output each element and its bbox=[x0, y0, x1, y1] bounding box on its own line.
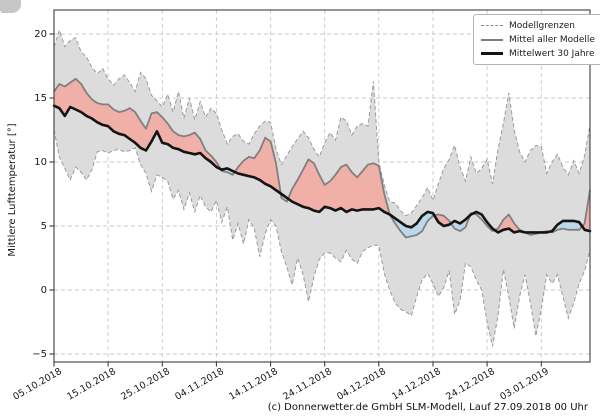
mean-above-climate-fill bbox=[288, 159, 390, 215]
climate-mean-line bbox=[52, 104, 592, 234]
mean-above-climate-fill bbox=[54, 78, 221, 170]
y-axis-label: Mittlere Lufttemperatur [°] bbox=[7, 123, 18, 257]
dashed-line-sample-icon bbox=[481, 25, 503, 26]
plot-border bbox=[53, 9, 591, 363]
legend-label: Modellgrenzen bbox=[509, 20, 575, 31]
legend-entry-mittelwert-30-jahre: Mittelwert 30 Jahre bbox=[481, 48, 595, 59]
y-tick-label: 20 bbox=[34, 28, 47, 40]
legend-entry-modellgrenzen: Modellgrenzen bbox=[481, 20, 595, 31]
model-mean-line bbox=[53, 77, 591, 239]
legend: Modellgrenzen Mittel aller Modelle Mitte… bbox=[473, 14, 600, 65]
mean-above-climate-fill bbox=[434, 214, 451, 226]
legend-label: Mittelwert 30 Jahre bbox=[509, 48, 595, 59]
copyright-caption: (c) Donnerwetter.de GmbH SLM-Modell, Lau… bbox=[267, 402, 588, 413]
lower-model-bound-line bbox=[53, 129, 591, 347]
legend-label: Mittel aller Modelle bbox=[509, 34, 595, 45]
black-line-sample-icon bbox=[481, 52, 503, 55]
y-tick-label: 5 bbox=[40, 220, 47, 232]
y-tick-label: 0 bbox=[40, 284, 47, 296]
y-tick-label: −5 bbox=[32, 348, 47, 360]
legend-entry-mittel-aller-modelle: Mittel aller Modelle bbox=[481, 34, 595, 45]
screenshot-artifact bbox=[0, 0, 21, 13]
mean-above-climate-fill bbox=[582, 190, 590, 232]
mean-above-climate-fill bbox=[234, 137, 281, 194]
y-tick-label: 10 bbox=[34, 156, 47, 168]
upper-model-bound-line bbox=[53, 28, 591, 217]
gray-line-sample-icon bbox=[481, 38, 503, 41]
y-tick-label: 15 bbox=[34, 92, 47, 104]
